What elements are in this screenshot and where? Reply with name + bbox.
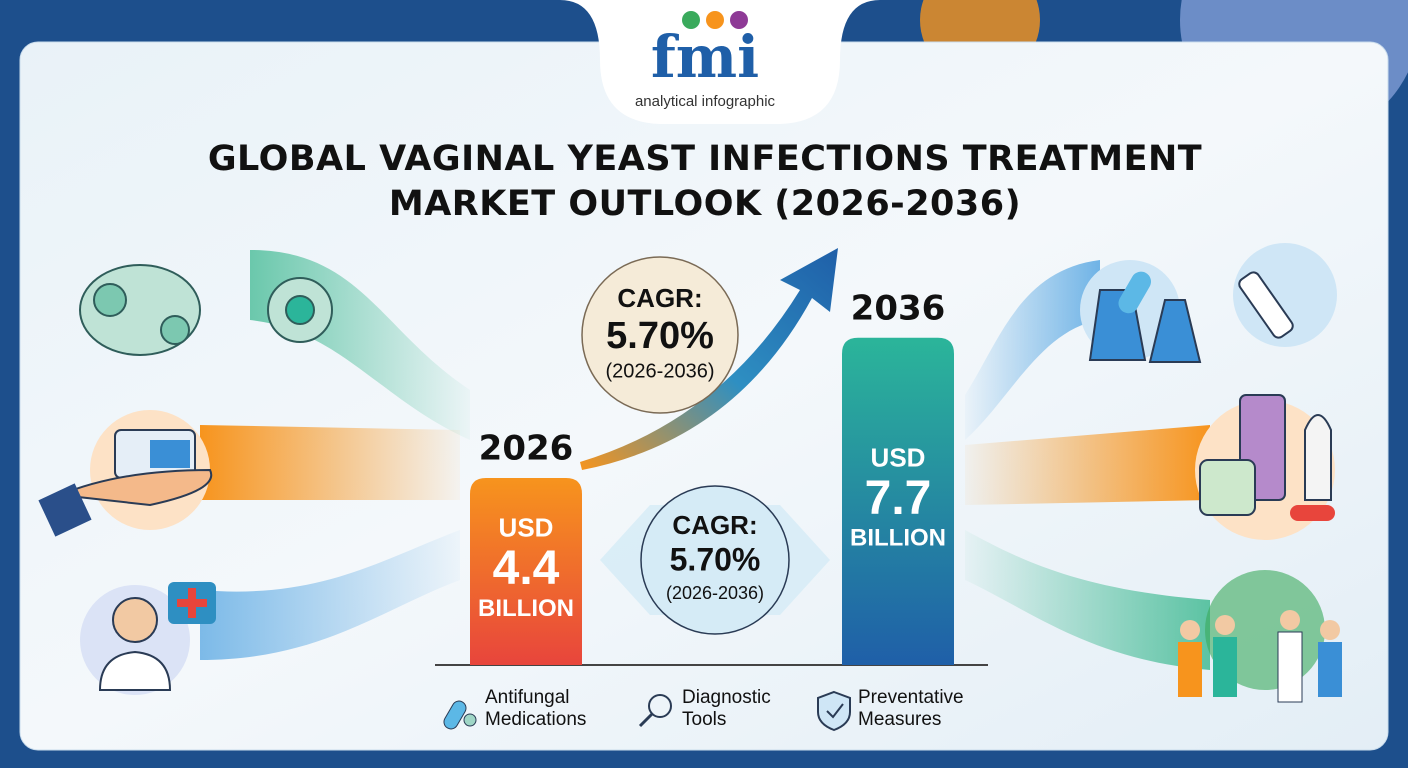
legend-label: Preventative bbox=[858, 687, 964, 708]
cagr-label: CAGR: bbox=[617, 283, 702, 313]
cagr-label: CAGR: bbox=[672, 510, 757, 540]
bar-year: 2036 bbox=[851, 288, 946, 328]
bar-unit: BILLION bbox=[478, 595, 574, 622]
ribbon bbox=[965, 530, 1210, 670]
cagr-period: (2026-2036) bbox=[606, 360, 715, 382]
bar-currency: USD bbox=[499, 512, 554, 542]
bar-value: 4.4 bbox=[493, 542, 560, 595]
legend-icon bbox=[817, 690, 851, 732]
ribbon bbox=[965, 425, 1210, 505]
icon-products bbox=[1195, 394, 1335, 540]
legend-label: Measures bbox=[858, 709, 941, 730]
ribbon bbox=[200, 530, 460, 660]
legend: Antifungal Medications Diagnostic Tools … bbox=[443, 687, 964, 732]
icon-microbes bbox=[79, 264, 333, 356]
cagr-rate: 5.70% bbox=[606, 315, 714, 357]
legend-label: Diagnostic bbox=[682, 687, 771, 708]
bar bbox=[470, 478, 582, 665]
icon-lab bbox=[1080, 243, 1337, 363]
logo-icon bbox=[706, 11, 724, 29]
icon-cream-hand bbox=[38, 410, 213, 537]
growth-arrow bbox=[580, 248, 838, 470]
ribbon bbox=[965, 260, 1100, 440]
ribbon bbox=[200, 425, 460, 500]
logo-tab bbox=[560, 0, 880, 124]
title-line: MARKET OUTLOOK (2026-2036) bbox=[389, 184, 1021, 224]
cagr-badge bbox=[581, 256, 739, 414]
bar-year: 2026 bbox=[479, 429, 574, 469]
logo-brand: fmi bbox=[651, 23, 759, 91]
legend-label: Antifungal bbox=[485, 687, 570, 708]
logo-icon bbox=[682, 11, 700, 29]
legend-icon bbox=[638, 694, 672, 728]
cagr-period: (2026-2036) bbox=[666, 583, 764, 603]
title-line: GLOBAL VAGINAL YEAST INFECTIONS TREATMEN… bbox=[208, 139, 1202, 179]
bar-value: 7.7 bbox=[865, 472, 932, 525]
legend-icon bbox=[443, 700, 477, 730]
logo-icon bbox=[730, 11, 748, 29]
cagr-badge bbox=[640, 485, 790, 635]
legend-label: Tools bbox=[682, 709, 726, 730]
bar-currency: USD bbox=[871, 442, 926, 472]
icon-community bbox=[1178, 570, 1342, 703]
bar bbox=[842, 337, 954, 665]
cagr-rate: 5.70% bbox=[670, 541, 761, 577]
bar-unit: BILLION bbox=[850, 525, 946, 552]
icon-doctor bbox=[80, 582, 216, 695]
logo-tagline: analytical infographic bbox=[635, 93, 776, 110]
legend-label: Medications bbox=[485, 709, 586, 730]
